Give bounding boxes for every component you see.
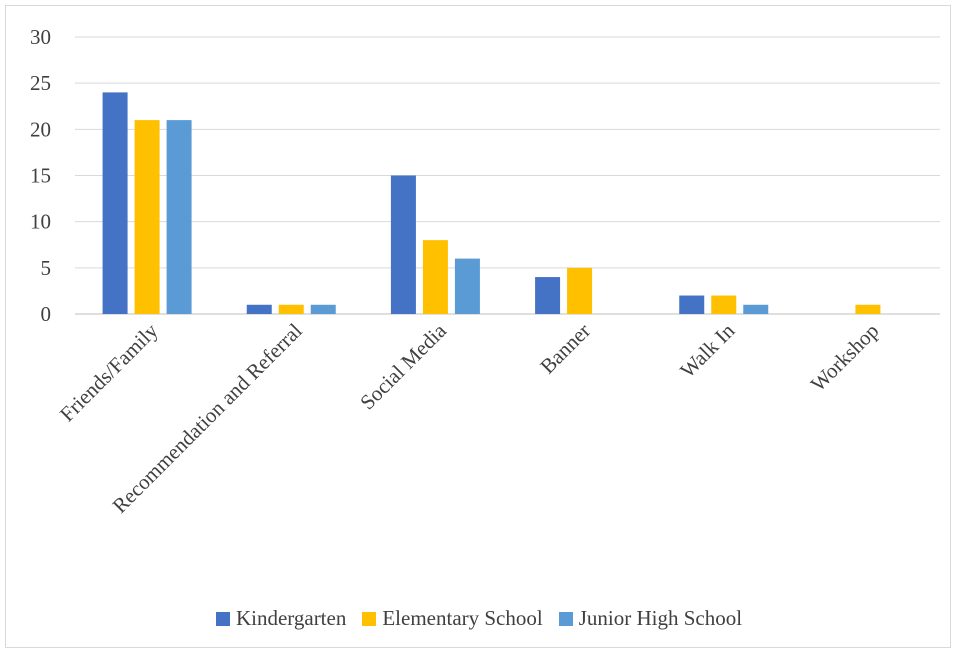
bar-junior-high-school: [310, 304, 336, 314]
bar-elementary-school: [855, 304, 881, 314]
legend: Kindergarten Elementary School Junior High…: [0, 606, 958, 631]
x-tick-label: Workshop: [806, 319, 884, 397]
legend-item: Kindergarten: [215, 606, 347, 631]
y-tick-label: 25: [30, 71, 51, 95]
legend-label: Kindergarten: [235, 606, 347, 630]
y-tick-label: 10: [30, 210, 51, 234]
y-tick-label: 30: [30, 25, 51, 49]
legend-swatch: [558, 612, 573, 626]
bar-junior-high-school: [454, 258, 480, 314]
bar-kindergarten: [102, 92, 128, 315]
x-tick-label: Friends/Family: [55, 318, 163, 426]
bar-junior-high-school: [166, 120, 192, 314]
bars: [102, 92, 881, 315]
y-tick-label: 5: [41, 256, 52, 280]
bar-kindergarten: [390, 175, 416, 314]
y-tick-label: 0: [41, 302, 52, 326]
x-tick-label: Banner: [535, 319, 595, 379]
bar-chart: 0 5 10 15 20 25 30 Friends/FamilyRecommendatio…: [30, 25, 940, 518]
x-tick-label: Walk In: [675, 318, 739, 382]
bar-kindergarten: [679, 295, 705, 314]
bar-elementary-school: [567, 267, 593, 314]
bar-elementary-school: [422, 240, 448, 314]
bar-elementary-school: [278, 304, 304, 314]
bar-junior-high-school: [743, 304, 769, 314]
legend-item: Elementary School: [362, 606, 543, 631]
y-axis-tick-labels: 0 5 10 15 20 25 30: [30, 25, 51, 326]
x-tick-label: Social Media: [355, 318, 451, 414]
legend-label: Elementary School: [382, 606, 543, 630]
y-tick-label: 20: [30, 117, 51, 141]
legend-swatch: [362, 612, 377, 626]
chart-frame: [5, 5, 951, 648]
bar-kindergarten: [535, 277, 561, 314]
bar-kindergarten: [246, 304, 272, 314]
y-tick-label: 15: [30, 164, 51, 188]
legend-item: Junior High School: [558, 606, 743, 631]
bar-elementary-school: [134, 120, 160, 314]
gridlines: [75, 36, 940, 315]
legend-swatch: [215, 612, 230, 626]
bar-elementary-school: [711, 295, 737, 314]
legend-label: Junior High School: [578, 606, 743, 630]
